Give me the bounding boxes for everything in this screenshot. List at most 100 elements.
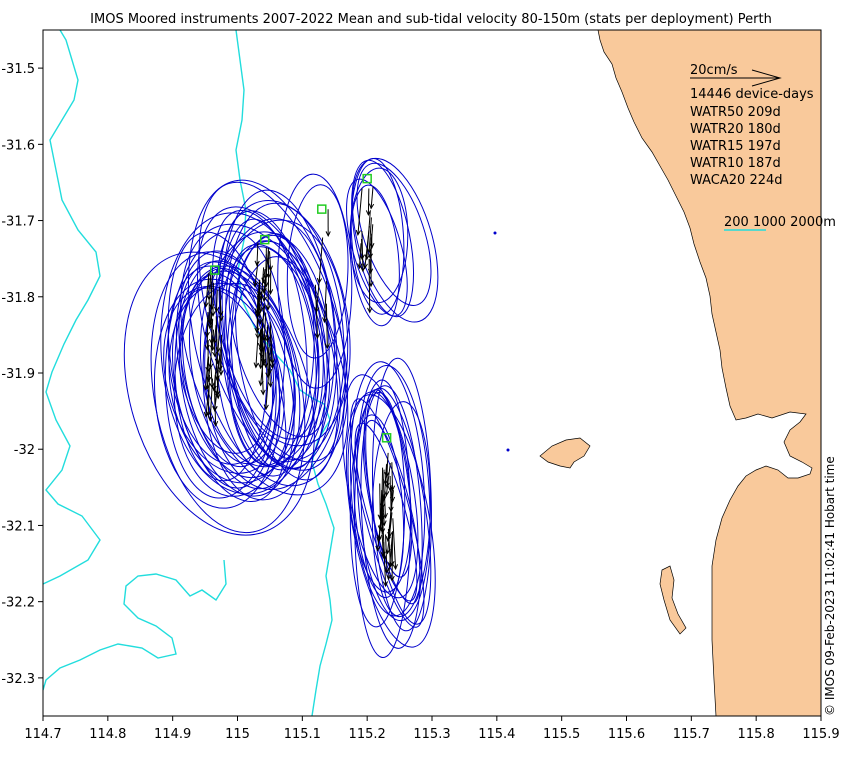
y-tick-label: -32: [14, 443, 35, 458]
x-tick-label: 114.9: [154, 727, 191, 742]
velocity-arrowhead: [218, 315, 224, 322]
x-tick-label: 114.7: [24, 727, 61, 742]
y-tick-label: -32.1: [1, 519, 35, 534]
legend-isobath-label: 200 1000 2000m: [724, 215, 836, 230]
velocity-arrowhead: [207, 323, 213, 330]
velocity-arrow: [380, 515, 384, 557]
velocity-arrowhead: [217, 365, 223, 372]
velocity-arrow: [325, 303, 328, 349]
velocity-arrowhead: [387, 485, 393, 492]
variance-ellipse: [286, 184, 349, 359]
legend-site: WATR15 197d: [690, 139, 781, 154]
velocity-arrowhead: [252, 281, 259, 288]
x-tick-label: 115.5: [543, 727, 580, 742]
velocity-arrowhead: [367, 253, 374, 260]
velocity-arrow: [357, 188, 363, 235]
x-tick-label: 114.8: [89, 727, 126, 742]
velocity-arrowhead: [204, 331, 210, 338]
velocity-arrowhead: [316, 277, 323, 284]
velocity-arrow: [213, 324, 217, 344]
y-tick-label: -31.7: [1, 215, 35, 230]
velocity-arrow: [209, 378, 214, 421]
legend-device-days: 14446 device-days: [690, 87, 814, 102]
variance-ellipse: [164, 230, 286, 499]
velocity-arrow: [207, 374, 210, 416]
variance-ellipse: [356, 162, 432, 306]
x-tick-label: 115.4: [478, 727, 515, 742]
velocity-arrowhead: [384, 490, 390, 497]
x-tick-label: 115.3: [413, 727, 450, 742]
velocity-arrowhead: [267, 381, 273, 388]
velocity-arrow: [215, 316, 219, 364]
velocity-arrowhead: [203, 302, 209, 308]
velocity-arrow: [269, 321, 274, 364]
velocity-arrow: [368, 217, 372, 253]
velocity-arrow: [361, 238, 363, 260]
legend: 20cm/s 14446 device-days WATR50 209d WAT…: [690, 63, 814, 231]
plot-area: 20cm/s 14446 device-days WATR50 209d WAT…: [43, 30, 821, 716]
velocity-arrow: [217, 318, 221, 352]
variance-ellipses: [123, 157, 439, 659]
velocity-arrow: [314, 284, 319, 339]
velocity-arrowhead: [325, 231, 331, 238]
velocity-arrow: [389, 490, 393, 537]
variance-ellipse: [180, 223, 349, 496]
velocity-arrowhead: [387, 531, 393, 538]
x-tick-label: 115.9: [802, 727, 839, 742]
velocity-arrowhead: [314, 333, 320, 340]
velocity-arrowhead: [218, 370, 224, 377]
velocity-arrow: [206, 356, 210, 389]
velocity-arrow: [379, 483, 381, 520]
isobath-1000m: [43, 30, 101, 585]
velocity-arrowhead: [267, 265, 273, 272]
variance-ellipse: [163, 285, 285, 474]
y-tick-label: -31.9: [1, 367, 35, 382]
velocity-arrow: [370, 186, 374, 209]
mooring-marker: [381, 433, 392, 443]
velocity-arrowhead: [375, 545, 381, 552]
velocity-arrow: [318, 237, 324, 283]
velocity-arrow: [205, 272, 210, 307]
isobath-2000m: [43, 559, 227, 691]
x-tick-label: 115.1: [284, 727, 321, 742]
velocity-arrowhead: [212, 405, 218, 412]
velocity-arrow: [392, 518, 397, 569]
velocity-arrow: [260, 334, 267, 386]
velocity-arrowhead: [254, 327, 260, 334]
legend-scale-label: 20cm/s: [690, 63, 738, 78]
velocity-arrow: [385, 463, 391, 496]
velocity-arrow: [212, 329, 216, 357]
variance-ellipse: [160, 212, 320, 495]
legend-site: WATR10 187d: [690, 156, 781, 171]
velocity-arrowhead: [367, 307, 373, 314]
mean-velocity-arrows: [203, 186, 398, 588]
velocity-arrowhead: [214, 358, 221, 365]
velocity-arrowhead: [386, 574, 392, 581]
velocity-arrowhead: [357, 263, 363, 270]
velocity-arrowhead: [359, 254, 365, 261]
legend-scale-arrowhead: [751, 69, 782, 87]
velocity-arrow: [263, 312, 267, 340]
velocity-arrow: [265, 362, 271, 410]
velocity-arrowhead: [258, 380, 264, 387]
velocity-arrowhead: [215, 393, 221, 400]
velocity-arrowhead: [269, 358, 275, 365]
velocity-arrowhead: [265, 304, 271, 311]
legend-site: WACA20 224d: [690, 173, 783, 188]
variance-ellipse: [349, 398, 425, 628]
velocity-arrow: [257, 300, 260, 316]
velocity-arrowhead: [269, 363, 275, 370]
variance-ellipse: [178, 261, 295, 490]
velocity-arrow: [323, 280, 327, 322]
velocity-arrow: [376, 518, 382, 551]
velocity-arrowhead: [205, 410, 212, 417]
velocity-arrow: [256, 242, 259, 266]
velocity-arrowhead: [212, 421, 219, 427]
x-axis: 114.7 114.8 114.9 115 115.1 115.2 115.3 115.4 11…: [24, 716, 840, 742]
velocity-arrowhead: [257, 319, 263, 325]
velocity-arrow: [256, 279, 261, 314]
y-axis: -31.5 -31.6 -31.7 -31.8 -31.9 -32 -32.1 -32.2 -3…: [1, 62, 43, 687]
velocity-arrow: [369, 224, 374, 259]
velocity-arrowhead: [392, 564, 398, 571]
